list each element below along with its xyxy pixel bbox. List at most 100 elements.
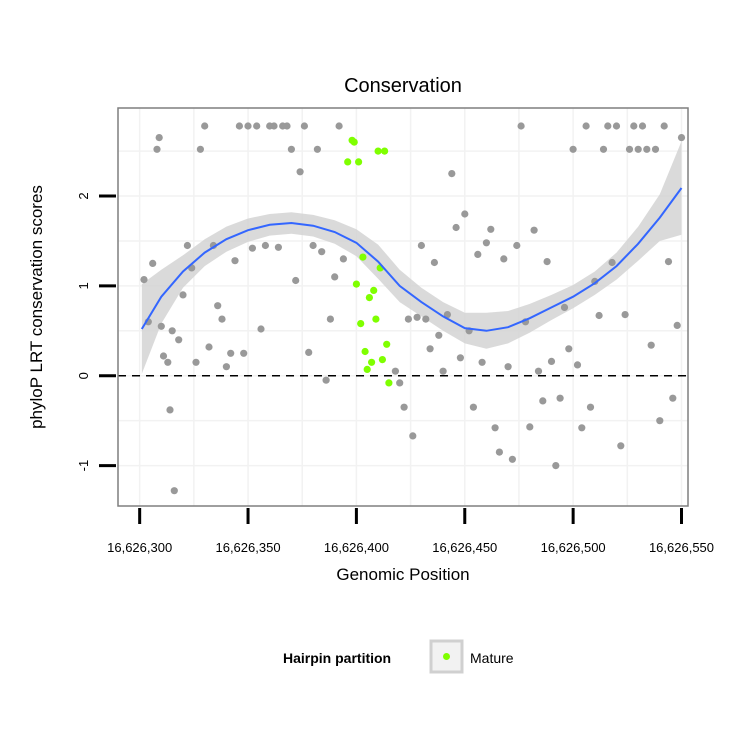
y-tick-label: 1	[76, 282, 91, 289]
point-other	[326, 315, 334, 323]
point-other	[612, 122, 621, 130]
point-mature	[368, 358, 376, 366]
point-other	[461, 210, 469, 218]
point-other	[318, 248, 326, 256]
point-other	[456, 354, 464, 362]
point-other	[218, 315, 226, 323]
point-other	[500, 255, 508, 263]
point-other	[231, 257, 239, 265]
legend-key-mature-dot	[443, 653, 450, 660]
legend: Hairpin partition Mature	[283, 639, 514, 674]
point-other	[149, 259, 157, 267]
point-other	[409, 432, 417, 440]
point-other	[417, 241, 425, 250]
point-other	[625, 145, 634, 153]
point-mature	[370, 286, 378, 294]
point-other	[504, 363, 512, 371]
point-other	[292, 276, 300, 285]
point-mature	[352, 280, 360, 288]
x-tick-label: 16,626,350	[215, 540, 280, 555]
point-other	[201, 122, 209, 130]
smooth-line	[140, 187, 683, 332]
x-tick-label: 16,626,400	[324, 540, 389, 555]
point-other	[656, 417, 664, 425]
point-mature	[383, 340, 391, 348]
point-mature	[350, 138, 358, 146]
smooth-curve-group	[140, 187, 683, 332]
point-other	[175, 336, 183, 344]
data-points	[140, 122, 686, 495]
point-other	[452, 223, 460, 232]
plot-panel-border	[117, 107, 689, 507]
confidence-band-area	[141, 141, 682, 374]
point-other	[214, 302, 222, 310]
point-other	[274, 243, 282, 251]
point-other	[426, 345, 434, 353]
point-other	[435, 331, 443, 339]
point-other	[222, 363, 230, 371]
point-other	[396, 379, 404, 387]
point-other	[179, 291, 187, 299]
point-other	[573, 361, 582, 369]
point-other	[482, 239, 490, 247]
point-other	[159, 352, 168, 360]
point-other	[248, 244, 256, 252]
point-other	[599, 145, 608, 153]
point-other	[153, 145, 161, 153]
point-mature	[378, 356, 386, 364]
point-other	[192, 358, 200, 366]
x-axis-label: Genomic Position	[336, 565, 469, 584]
point-mature	[363, 365, 371, 373]
point-other	[608, 258, 616, 267]
point-other	[422, 315, 430, 323]
point-other	[270, 122, 278, 130]
point-other	[205, 343, 213, 351]
x-axis: 16,626,300 16,626,350 16,626,400 16,626,450…	[107, 508, 714, 555]
point-mature	[357, 320, 365, 328]
point-other	[391, 367, 399, 375]
point-other	[547, 357, 556, 365]
point-other	[439, 367, 447, 375]
point-other	[253, 122, 261, 130]
point-other	[400, 403, 408, 411]
point-other	[578, 424, 586, 432]
y-tick-label: -1	[76, 460, 91, 472]
point-other	[569, 145, 577, 153]
point-other	[543, 258, 551, 266]
point-other	[140, 276, 148, 284]
point-other	[305, 348, 313, 356]
legend-title: Hairpin partition	[283, 650, 391, 666]
y-tick-label: 2	[76, 192, 91, 199]
point-other	[300, 122, 308, 130]
point-mature	[355, 158, 363, 166]
point-other	[168, 327, 176, 335]
point-other	[530, 226, 538, 234]
point-mature	[372, 315, 380, 323]
point-other	[604, 122, 612, 130]
point-other	[638, 122, 647, 130]
point-other	[261, 241, 269, 250]
point-other	[155, 134, 163, 142]
point-other	[552, 462, 560, 470]
point-other	[227, 349, 235, 357]
y-axis-label: phyloP LRT conservation scores	[27, 185, 46, 429]
point-other	[669, 394, 677, 402]
point-other	[621, 311, 629, 319]
point-other	[556, 394, 564, 402]
point-other	[448, 170, 456, 178]
point-other	[322, 376, 330, 384]
confidence-band	[141, 141, 682, 374]
point-mature	[374, 147, 382, 155]
point-other	[513, 241, 521, 250]
point-other	[196, 145, 204, 153]
point-other	[560, 303, 569, 311]
point-other	[413, 313, 421, 321]
point-other	[183, 241, 191, 250]
x-tick-label: 16,626,550	[649, 540, 714, 555]
point-other	[534, 367, 543, 375]
point-other	[404, 315, 412, 323]
point-other	[257, 325, 265, 333]
plot-panel	[118, 108, 688, 506]
point-mature	[385, 379, 393, 387]
